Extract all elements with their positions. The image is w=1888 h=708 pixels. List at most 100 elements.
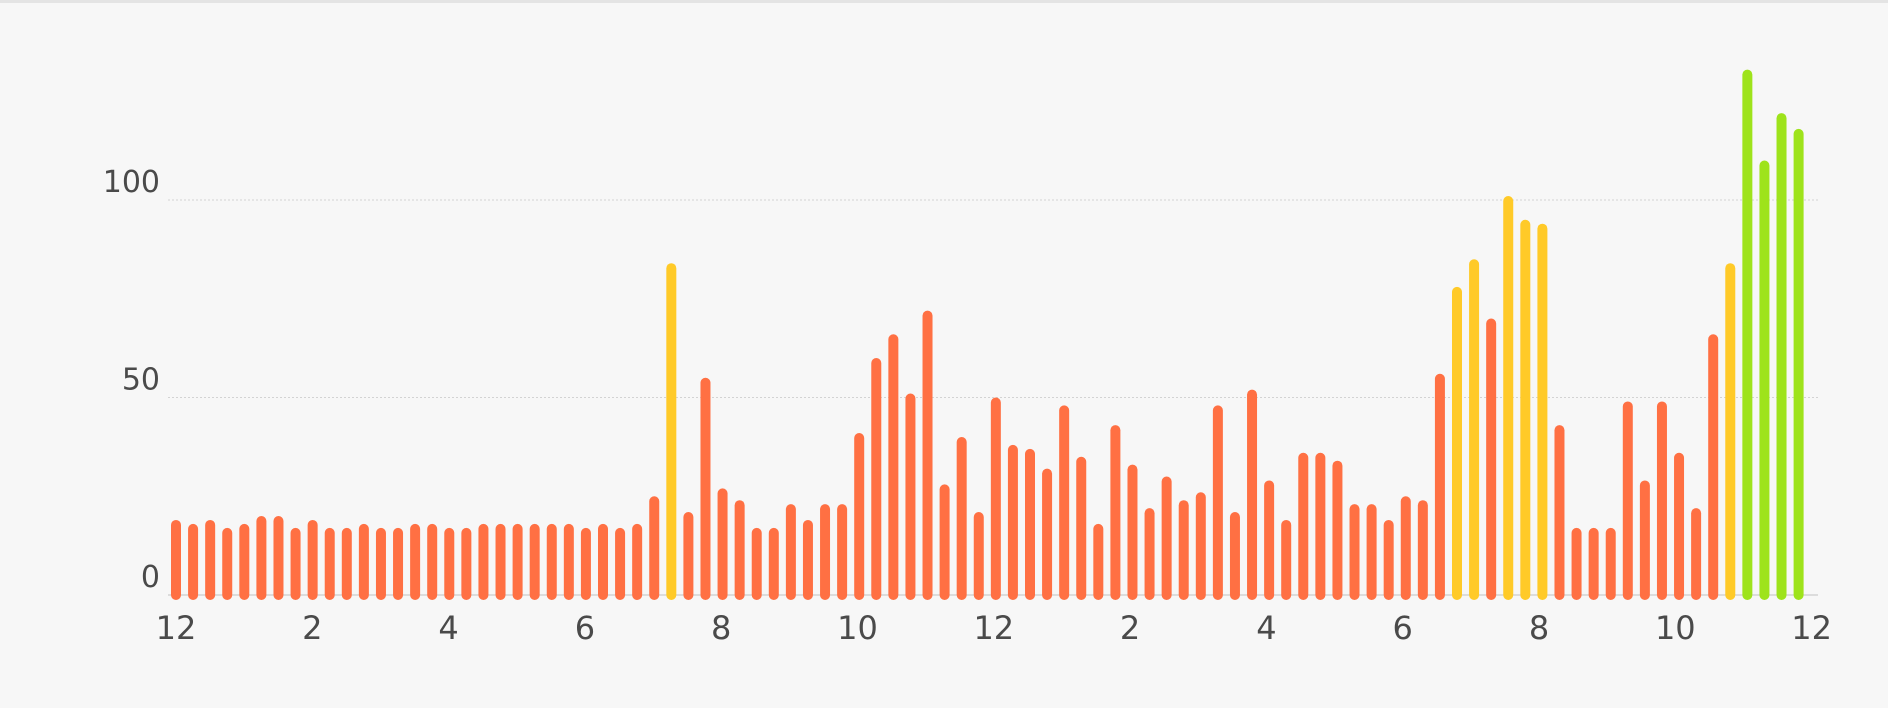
x-tick-label: 12 xyxy=(156,609,197,647)
bar xyxy=(1674,452,1685,600)
bar xyxy=(188,523,199,600)
bar xyxy=(1229,512,1240,600)
bar xyxy=(1093,523,1104,600)
bar xyxy=(1434,373,1445,600)
bar xyxy=(1469,259,1480,600)
x-tick-label: 10 xyxy=(1655,609,1696,647)
y-tick-label: 0 xyxy=(141,560,160,595)
x-tick-label: 10 xyxy=(837,609,878,647)
bar xyxy=(1776,113,1787,600)
bar xyxy=(768,527,779,600)
bar xyxy=(1486,318,1497,600)
bar xyxy=(1537,223,1548,600)
bar xyxy=(1571,527,1582,600)
bar xyxy=(1247,389,1258,600)
bar xyxy=(1588,527,1599,600)
bar xyxy=(324,527,335,600)
bar xyxy=(290,527,301,600)
bar xyxy=(1742,69,1753,600)
x-tick-label: 8 xyxy=(1529,609,1549,647)
bar xyxy=(1007,444,1018,600)
bar xyxy=(1110,425,1121,600)
x-tick-label: 6 xyxy=(575,609,595,647)
bar xyxy=(615,527,626,600)
x-tick-label: 2 xyxy=(1120,609,1140,647)
x-tick-label: 12 xyxy=(973,609,1014,647)
x-tick-label: 2 xyxy=(302,609,322,647)
bar xyxy=(1639,480,1650,600)
bar xyxy=(546,523,557,600)
bar xyxy=(837,504,848,600)
bar xyxy=(461,527,472,600)
bar xyxy=(273,516,284,600)
bar xyxy=(1059,405,1070,600)
bar xyxy=(341,527,352,600)
bar xyxy=(649,496,660,600)
bar xyxy=(1605,527,1616,600)
bar xyxy=(1298,452,1309,600)
bar xyxy=(478,523,489,600)
bar xyxy=(1127,464,1138,600)
y-tick-label: 100 xyxy=(103,165,160,200)
bar xyxy=(922,310,933,600)
bar xyxy=(802,519,813,600)
bar xyxy=(222,527,233,600)
bar xyxy=(734,500,745,600)
bar xyxy=(444,527,455,600)
y-axis-ticks: 0 50 100 xyxy=(103,165,160,595)
bar xyxy=(1759,160,1770,600)
y-tick-label: 50 xyxy=(122,363,160,398)
bar xyxy=(1195,492,1206,600)
bar xyxy=(1315,452,1326,600)
bar-chart: 0 50 100 12 2 4 6 8 10 12 2 4 6 8 10 12 xyxy=(103,69,1832,647)
bar xyxy=(1161,476,1172,600)
bar xyxy=(1212,405,1223,600)
bar xyxy=(598,523,608,600)
bar xyxy=(871,358,882,600)
bar xyxy=(666,263,677,600)
bar xyxy=(1503,196,1514,601)
bar xyxy=(1691,508,1702,600)
bar xyxy=(1554,425,1565,600)
bar xyxy=(1349,504,1360,600)
bar xyxy=(820,504,831,600)
bar xyxy=(905,393,916,600)
bar xyxy=(1622,401,1633,600)
bar xyxy=(700,377,711,600)
bar xyxy=(1144,508,1155,600)
bar xyxy=(1366,504,1377,600)
bars xyxy=(171,69,1804,601)
bar xyxy=(1332,460,1343,600)
bar xyxy=(1708,334,1719,600)
bar xyxy=(427,523,438,600)
bar xyxy=(1264,480,1275,600)
bar xyxy=(1076,456,1087,600)
x-tick-label: 4 xyxy=(438,609,458,647)
x-tick-label: 8 xyxy=(711,609,731,647)
bar xyxy=(1725,263,1736,600)
bar xyxy=(171,519,181,600)
bar xyxy=(1452,286,1462,600)
bar xyxy=(888,334,899,600)
bar xyxy=(563,523,574,600)
bar xyxy=(256,516,267,600)
bar xyxy=(973,512,984,600)
bar xyxy=(495,523,506,600)
bar xyxy=(1281,519,1292,600)
bar xyxy=(1656,401,1667,600)
bar xyxy=(1400,496,1411,600)
bar xyxy=(717,488,728,600)
bar xyxy=(205,519,216,600)
bar xyxy=(1520,219,1531,600)
bar xyxy=(393,527,404,600)
bar xyxy=(1178,500,1189,600)
x-tick-label: 6 xyxy=(1393,609,1413,647)
bar xyxy=(1417,500,1428,600)
bar xyxy=(683,512,694,600)
x-tick-label: 12 xyxy=(1791,609,1832,647)
bar xyxy=(990,397,1001,600)
bar xyxy=(632,523,643,600)
bar xyxy=(785,504,796,600)
x-axis-ticks: 12 2 4 6 8 10 12 2 4 6 8 10 12 xyxy=(156,609,1832,647)
bar xyxy=(580,527,591,600)
